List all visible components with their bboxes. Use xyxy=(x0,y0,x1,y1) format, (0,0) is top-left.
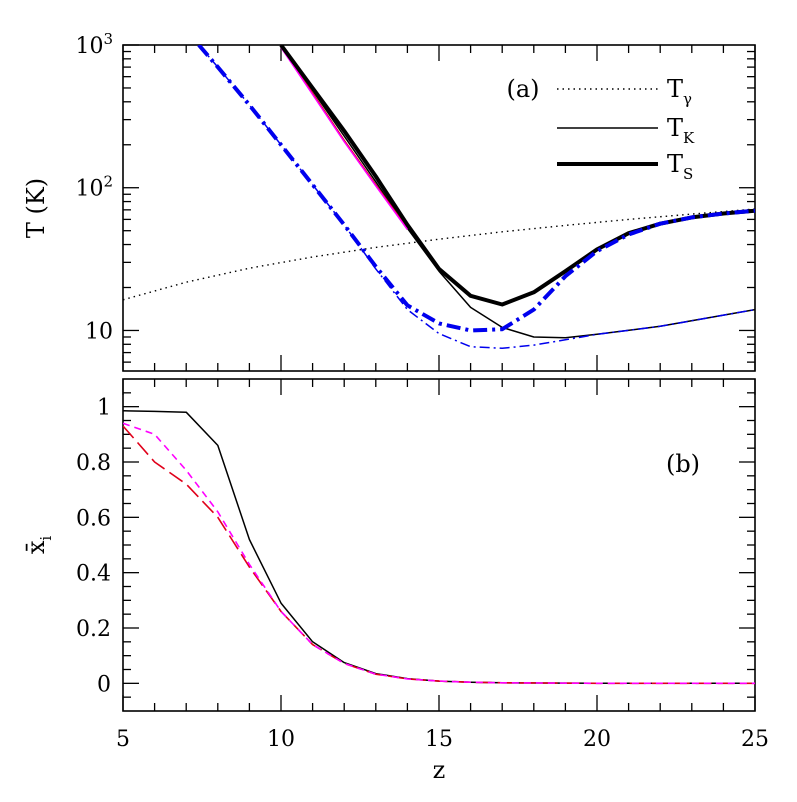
x-axis-title: z xyxy=(433,756,446,784)
y-tick-label-a: 103 xyxy=(75,30,113,59)
y-tick-label-b: 0.8 xyxy=(76,451,111,476)
panel-label-b: (b) xyxy=(666,450,700,478)
x-tick-label: 25 xyxy=(741,727,769,752)
x-tick-label: 10 xyxy=(267,727,295,752)
x-tick-label: 15 xyxy=(425,727,453,752)
series-b-line-0 xyxy=(123,410,755,685)
x-tick-label: 20 xyxy=(583,727,611,752)
legend-label-2: TS xyxy=(667,150,693,183)
y-tick-label-b: 0.4 xyxy=(76,562,111,587)
y-tick-label-b: 1 xyxy=(97,396,111,421)
y-axis-title-b-text: x̄i xyxy=(22,536,55,555)
y-tick-label-a: 10 xyxy=(85,319,113,344)
series-a-line-5 xyxy=(198,45,755,350)
x-tick-label: 5 xyxy=(116,727,130,752)
y-tick-label-b: 0 xyxy=(97,672,111,697)
series-b-line-1 xyxy=(123,425,755,685)
series-a-line-1 xyxy=(280,45,755,339)
series-a-line-6 xyxy=(197,45,755,333)
panel-a-frame xyxy=(122,44,756,372)
y-axis-title-b: x̄i xyxy=(22,536,55,555)
y-axis-title-a: T (K) xyxy=(22,178,50,238)
y-tick-label-b: 0.6 xyxy=(76,506,111,531)
legend-label-0: Tγ xyxy=(667,75,692,108)
series-a-line-0 xyxy=(123,208,755,301)
legend-label-1: TK xyxy=(667,114,695,147)
series-a-line-3 xyxy=(280,47,409,230)
panel-label-a: (a) xyxy=(506,75,539,103)
panel-b-frame xyxy=(122,378,756,712)
y-tick-label-a: 102 xyxy=(75,173,113,202)
series-b-line-2 xyxy=(123,422,755,685)
y-tick-label-b: 0.2 xyxy=(76,617,111,642)
